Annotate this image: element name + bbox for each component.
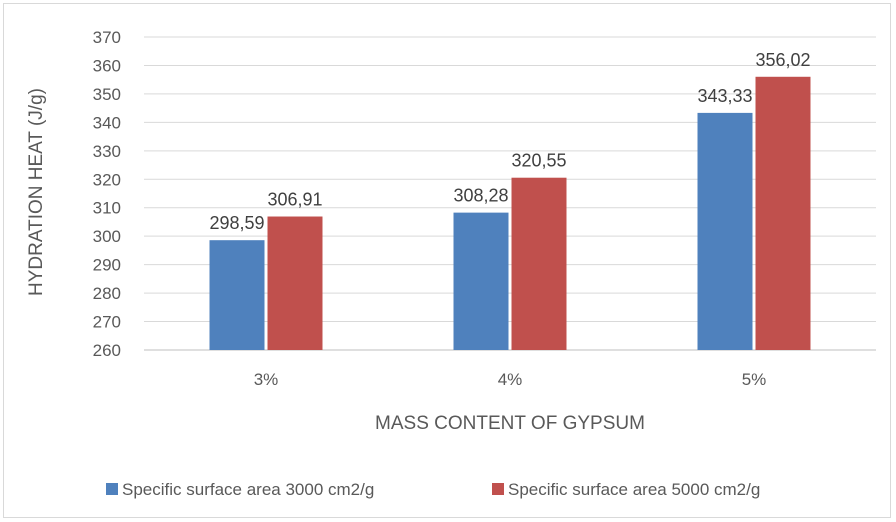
- data-label: 298,59: [209, 213, 264, 233]
- y-tick-label: 360: [93, 56, 121, 75]
- x-tick-label: 5%: [742, 370, 767, 389]
- y-tick-label: 280: [93, 284, 121, 303]
- legend-label: Specific surface area 5000 cm2/g: [508, 480, 760, 499]
- legend-swatch: [106, 483, 118, 495]
- y-tick-label: 300: [93, 227, 121, 246]
- x-axis-title: MASS CONTENT OF GYPSUM: [375, 413, 645, 434]
- gridlines: [144, 36, 876, 351]
- y-tick-label: 350: [93, 85, 121, 104]
- x-tick-label: 4%: [498, 370, 523, 389]
- x-axis-ticks: 3% 4% 5%: [254, 370, 767, 389]
- y-tick-label: 340: [93, 113, 121, 132]
- bar: [697, 112, 753, 350]
- bar: [755, 76, 811, 351]
- y-tick-label: 310: [93, 199, 121, 218]
- bar: [511, 177, 567, 350]
- bar: [453, 212, 509, 350]
- y-tick-label: 330: [93, 142, 121, 161]
- legend: Specific surface area 3000 cm2/g Specific…: [106, 480, 760, 499]
- data-label: 320,55: [511, 151, 566, 171]
- legend-swatch: [492, 483, 504, 495]
- y-tick-label: 370: [93, 28, 121, 47]
- data-label: 356,02: [755, 50, 810, 70]
- bar: [209, 240, 265, 350]
- y-tick-label: 270: [93, 313, 121, 332]
- y-tick-label: 260: [93, 341, 121, 360]
- y-tick-label: 290: [93, 256, 121, 275]
- data-label: 343,33: [697, 86, 752, 106]
- data-label: 308,28: [453, 186, 508, 206]
- data-label: 306,91: [267, 190, 322, 210]
- y-tick-label: 320: [93, 170, 121, 189]
- y-axis-ticks: 260 270 280 290 300 310 320 330 340 350 360 370: [93, 28, 121, 360]
- y-axis-title: HYDRATION HEAT (J/g): [26, 88, 47, 296]
- bars: [209, 76, 811, 351]
- legend-label: Specific surface area 3000 cm2/g: [122, 480, 374, 499]
- bar: [267, 216, 323, 350]
- x-tick-label: 3%: [254, 370, 279, 389]
